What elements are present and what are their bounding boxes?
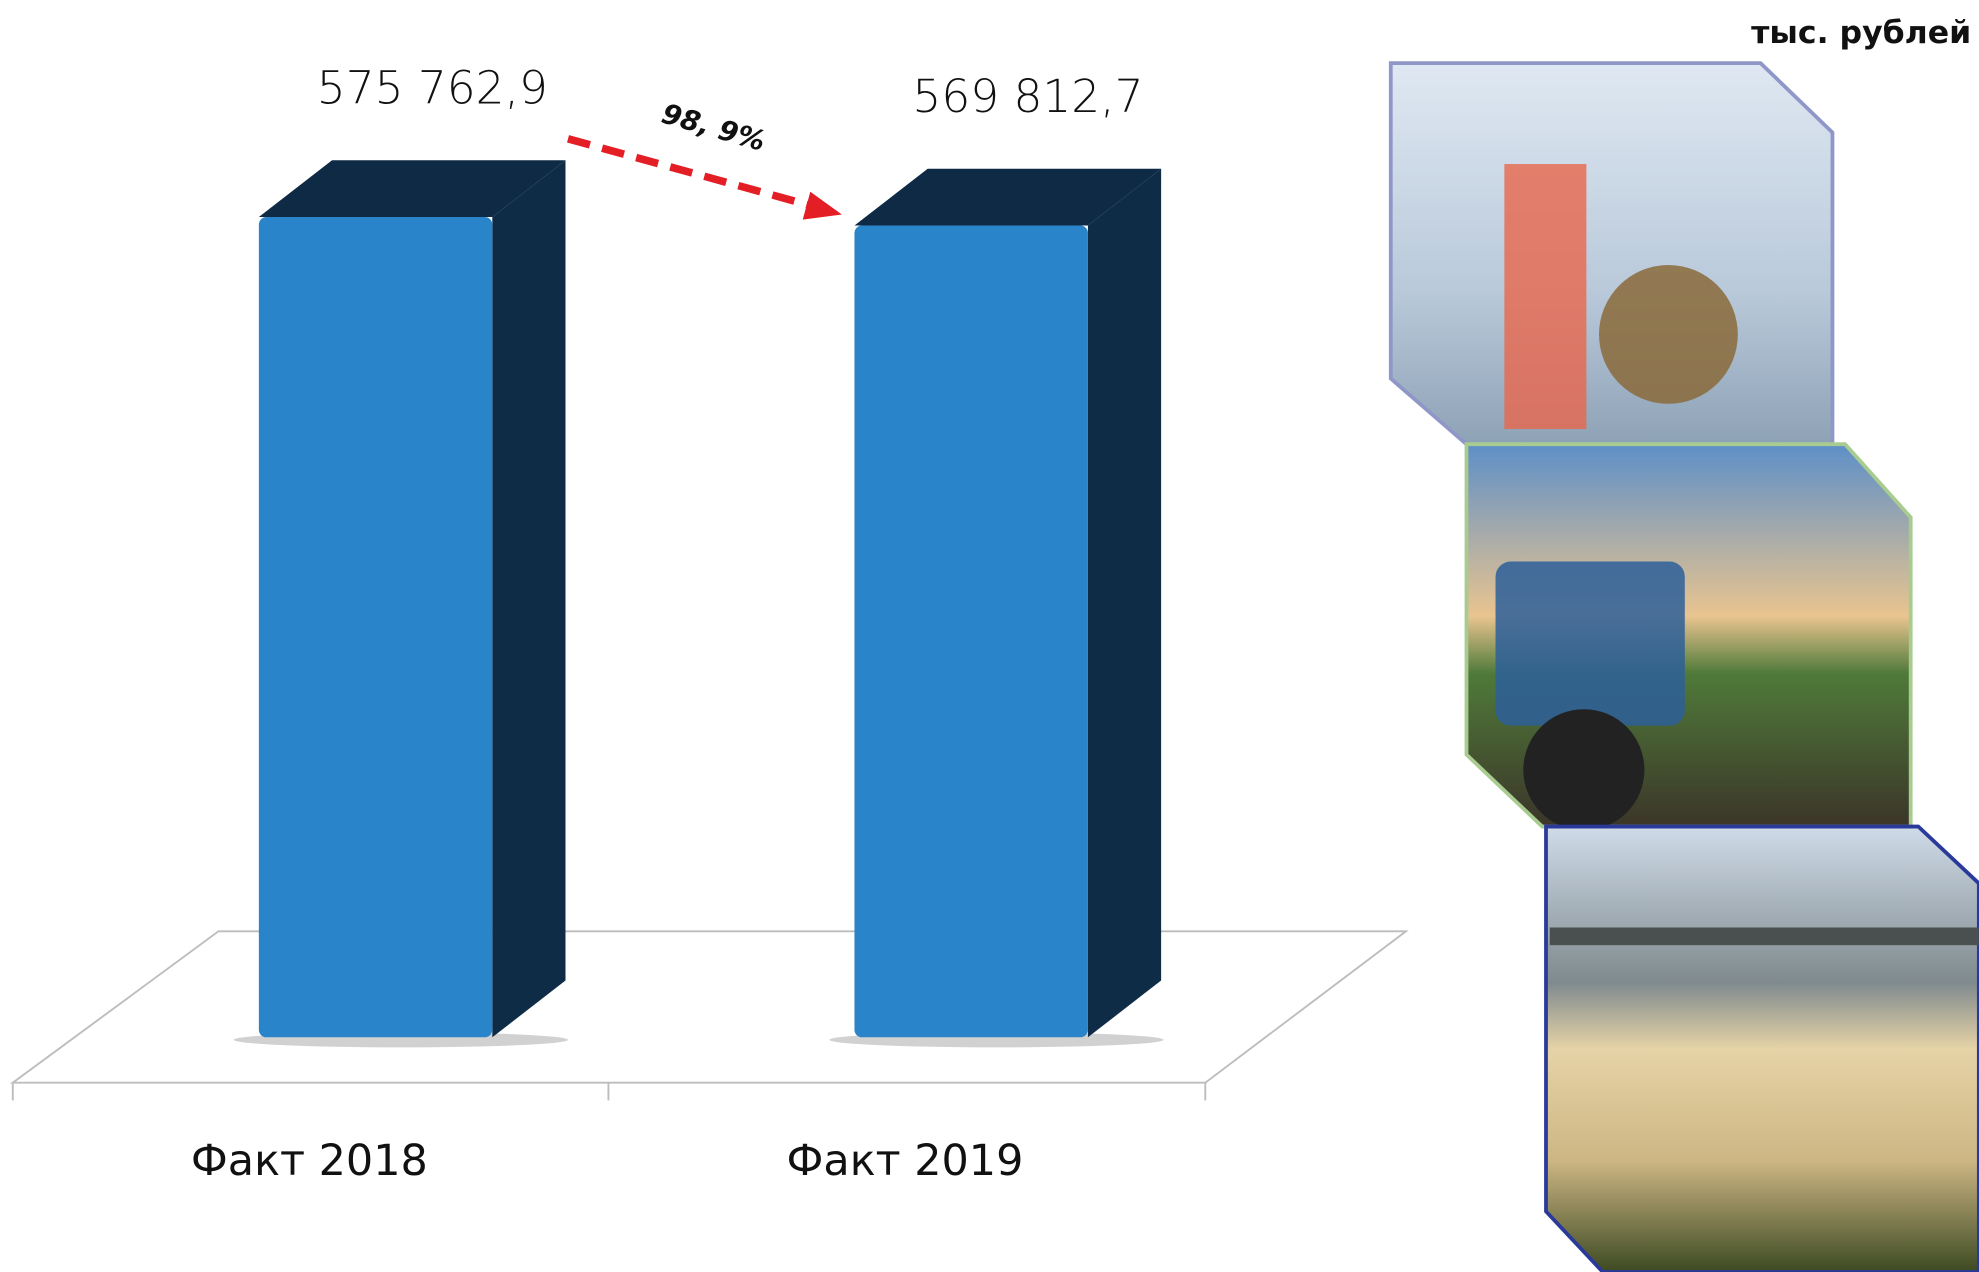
annotation: 98, 9% <box>658 97 769 158</box>
x-tick-label: Факт 2018 <box>191 1136 428 1186</box>
floor <box>9 930 1409 1084</box>
arrow-head <box>802 191 842 220</box>
bar-side <box>492 160 566 1038</box>
bar <box>854 225 1088 1038</box>
photo-building <box>1388 61 1835 447</box>
photo-detail <box>1549 927 1979 946</box>
photo-detail <box>1504 164 1587 430</box>
arrow <box>567 135 822 212</box>
bar-side <box>1087 168 1162 1038</box>
value-label: 569 812,7 <box>912 70 1143 123</box>
photo-detail <box>1599 265 1738 404</box>
value-label: 575 762,9 <box>317 61 548 114</box>
bar-top <box>258 160 566 218</box>
photo-detail <box>1523 709 1645 831</box>
photos <box>1388 61 1979 1272</box>
bar-top <box>854 168 1162 226</box>
photo-detail <box>1495 561 1685 726</box>
photo-sand <box>1544 824 1979 1272</box>
x-tick-label: Факт 2019 <box>787 1136 1024 1186</box>
bar <box>258 217 493 1038</box>
unit-label: тыс. рублей <box>1751 15 1971 51</box>
